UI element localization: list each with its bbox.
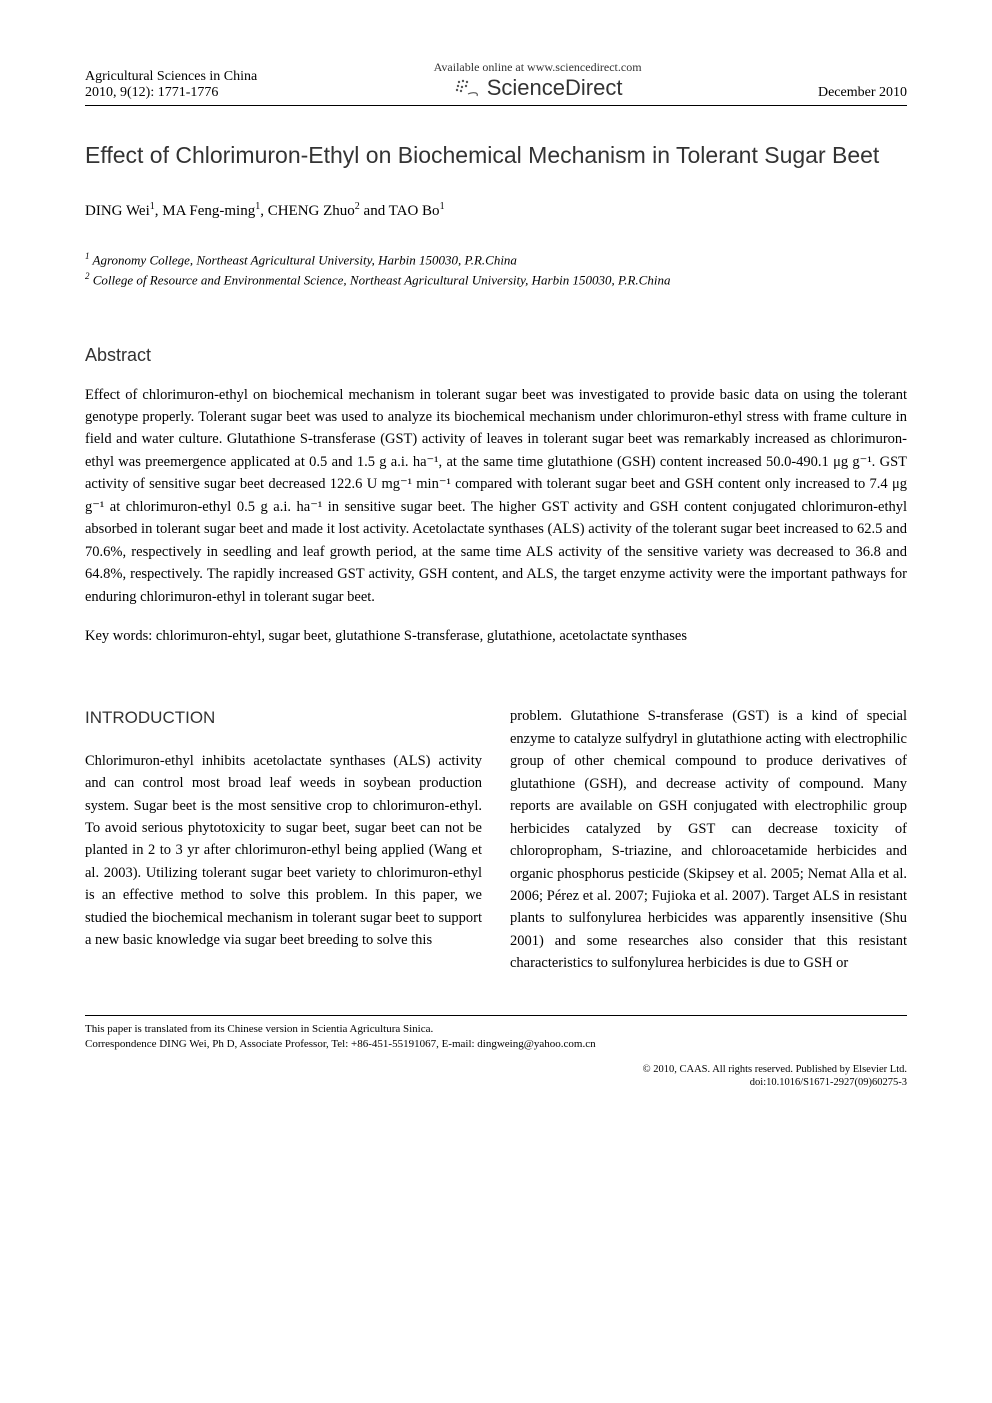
introduction-body-col1: Chlorimuron-ethyl inhibits acetolactate … xyxy=(85,753,482,949)
available-online-text: Available online at www.sciencedirect.co… xyxy=(257,60,818,75)
article-title: Effect of Chlorimuron-Ethyl on Biochemic… xyxy=(85,141,907,171)
authors-list: DING Wei1, MA Feng-ming1, CHENG Zhuo2 an… xyxy=(85,201,907,220)
affiliation-2: 2 College of Resource and Environmental … xyxy=(85,270,907,290)
affil-1-text: Agronomy College, Northeast Agricultural… xyxy=(90,252,517,267)
affiliations-block: 1 Agronomy College, Northeast Agricultur… xyxy=(85,250,907,290)
author-3: , CHENG Zhuo xyxy=(260,203,355,219)
keywords-label: Key words: xyxy=(85,628,156,644)
issue-info: 2010, 9(12): 1771-1776 xyxy=(85,85,257,101)
sciencedirect-icon xyxy=(453,78,481,98)
publication-date: December 2010 xyxy=(818,85,907,101)
footnote-translation: This paper is translated from its Chines… xyxy=(85,1022,907,1037)
abstract-heading: Abstract xyxy=(85,345,907,366)
footnotes-block: This paper is translated from its Chines… xyxy=(85,1015,907,1053)
abstract-body: Effect of chlorimuron-ethyl on biochemic… xyxy=(85,384,907,609)
copyright-block: © 2010, CAAS. All rights reserved. Publi… xyxy=(85,1063,907,1090)
page-header: Agricultural Sciences in China 2010, 9(1… xyxy=(85,60,907,101)
sciencedirect-text: ScienceDirect xyxy=(487,75,623,101)
journal-name: Agricultural Sciences in China xyxy=(85,69,257,85)
affiliation-1: 1 Agronomy College, Northeast Agricultur… xyxy=(85,250,907,270)
author-1: DING Wei xyxy=(85,203,150,219)
sciencedirect-logo: ScienceDirect xyxy=(257,75,818,101)
introduction-section: INTRODUCTION Chlorimuron-ethyl inhibits … xyxy=(85,705,907,975)
header-date: December 2010 xyxy=(818,85,907,101)
header-divider-line xyxy=(85,105,907,106)
header-center-block: Available online at www.sciencedirect.co… xyxy=(257,60,818,101)
introduction-body-col2: problem. Glutathione S-transferase (GST)… xyxy=(510,708,907,971)
keywords-text: chlorimuron-ehtyl, sugar beet, glutathio… xyxy=(156,628,687,644)
doi-line: doi:10.1016/S1671-2927(09)60275-3 xyxy=(85,1076,907,1090)
journal-info: Agricultural Sciences in China 2010, 9(1… xyxy=(85,69,257,101)
author-2: , MA Feng-ming xyxy=(155,203,255,219)
author-4: and TAO Bo xyxy=(360,203,440,219)
footnote-correspondence: Correspondence DING Wei, Ph D, Associate… xyxy=(85,1037,907,1052)
keywords-row: Key words: chlorimuron-ehtyl, sugar beet… xyxy=(85,628,907,645)
introduction-heading: INTRODUCTION xyxy=(85,705,482,731)
author-4-affil-sup: 1 xyxy=(440,201,445,212)
copyright-line: © 2010, CAAS. All rights reserved. Publi… xyxy=(85,1063,907,1077)
affil-2-text: College of Resource and Environmental Sc… xyxy=(90,272,671,287)
